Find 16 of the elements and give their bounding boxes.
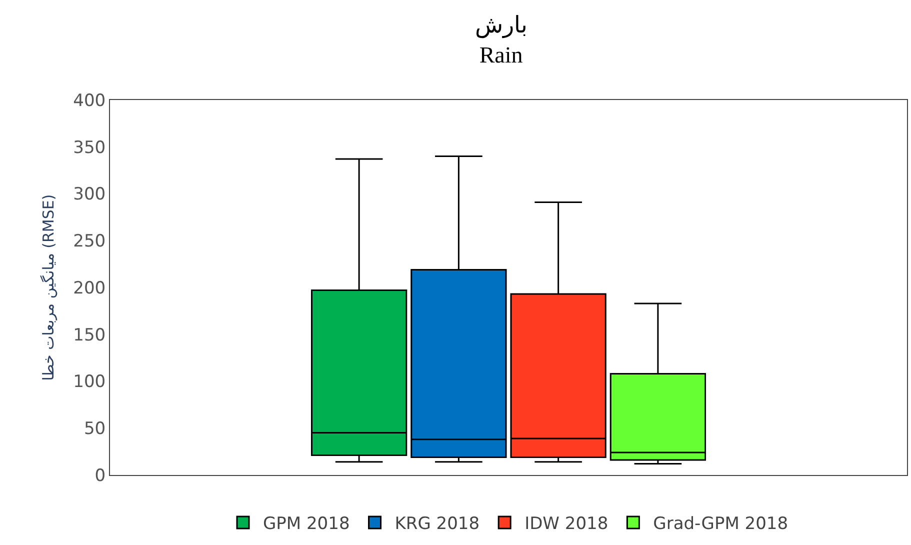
chart-title: بارش: [475, 12, 528, 39]
y-tick-label: 300: [73, 184, 106, 205]
chart-subtitle: Rain: [479, 42, 524, 68]
legend-label: KRG 2018: [394, 514, 480, 534]
y-axis-title: میانگین مربعات خطا (RMSE): [39, 194, 58, 381]
y-tick-label: 150: [73, 325, 106, 346]
y-tick-label: 200: [73, 278, 106, 298]
y-tick-label: 350: [73, 138, 106, 158]
legend-label: Grad-GPM 2018: [653, 514, 788, 534]
y-tick-label: 0: [94, 466, 106, 486]
legend-label: GPM 2018: [263, 514, 350, 534]
y-tick-label: 400: [73, 90, 106, 111]
y-tick-label: 250: [73, 232, 106, 252]
y-tick-label: 50: [84, 419, 106, 440]
y-tick-label: 100: [73, 372, 106, 392]
legend-label: IDW 2018: [524, 514, 608, 534]
